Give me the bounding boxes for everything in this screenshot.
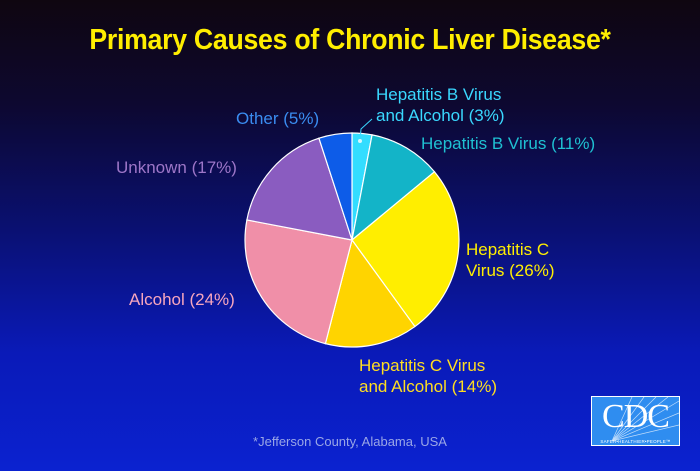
label-hcv-alcohol: Hepatitis C Virus and Alcohol (14%) <box>359 356 497 396</box>
label-hcv: Hepatitis C Virus (26%) <box>466 240 555 280</box>
pie-slice <box>246 137 353 241</box>
leader-line <box>359 118 373 142</box>
label-other: Other (5%) <box>236 109 320 128</box>
label-hbv: Hepatitis B Virus (11%) <box>421 134 596 153</box>
chart-title: Primary Causes of Chronic Liver Disease* <box>89 24 611 56</box>
logo-rays-icon <box>611 397 679 442</box>
pie-slice <box>351 134 436 242</box>
pie-slice <box>351 170 460 328</box>
leader-dot <box>358 139 362 143</box>
logo-tagline: SAFER•HEALTHIER•PEOPLE™ <box>600 439 671 444</box>
pie-slice <box>318 132 353 241</box>
footnote: *Jefferson County, Alabama, USA <box>253 434 447 449</box>
logo-text: CDC <box>602 398 670 435</box>
cdc-logo: CDC SAFER•HEALTHIER•PEOPLE™ <box>591 396 680 446</box>
label-alcohol: Alcohol (24%) <box>129 290 235 309</box>
pie-slice <box>244 219 353 345</box>
label-unknown: Unknown (17%) <box>116 158 237 177</box>
pie-slice <box>324 238 416 348</box>
label-hbv-alcohol: Hepatitis B Virus and Alcohol (3%) <box>376 85 505 125</box>
